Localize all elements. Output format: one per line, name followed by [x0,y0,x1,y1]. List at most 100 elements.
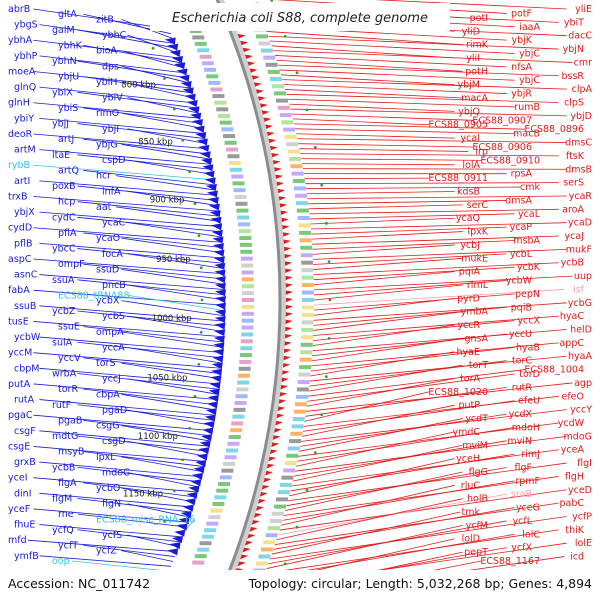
gene-connector [121,112,203,129]
tick-dot [313,451,317,455]
cog-category-block [239,236,252,241]
gene-label: flgM [52,494,72,505]
gene-label: mukE [461,253,488,264]
cog-category-block [238,222,251,227]
gene-label: lolE [575,538,592,549]
gene-label: ycfQ [52,525,74,536]
gene-connector [299,418,463,452]
gene-connector [127,128,207,145]
gene-connector [306,186,521,190]
gene-label: ybjC [519,75,540,86]
gene-label: hyaB [516,342,540,353]
cog-category-block [241,325,254,330]
reverse-strand-feature [204,177,216,185]
gene-label: ycfZ [96,546,117,557]
gene-label: efeO [561,391,584,402]
gene-connector [39,399,215,416]
tick-dot [328,298,332,302]
reverse-strand-feature [180,510,192,518]
gene-connector [127,378,218,395]
reverse-strand-feature [193,466,205,474]
gene-label: ftsK [566,151,585,162]
gene-connector [127,409,213,426]
gene-connector [121,144,210,160]
gene-connector [282,79,567,90]
gene-connector [309,208,559,215]
gene-connector [289,103,455,112]
gene-label: ycdT [465,414,488,425]
gene-label: serS [563,178,584,189]
gene-label: pqiA [459,267,481,278]
cog-category-block [226,147,239,152]
gene-connector [268,520,507,565]
gene-connector [121,393,216,411]
gene-connector [83,138,209,155]
gene-connector [313,266,515,281]
reverse-strand-feature [214,322,226,330]
reverse-strand-feature [184,498,196,506]
gene-label: ybjD [570,111,592,122]
cog-category-block [194,41,207,46]
backbone-outer-ring [217,0,286,600]
gene-connector [309,213,515,220]
gene-connector [39,367,219,385]
gene-connector [291,449,559,487]
gene-connector [83,451,204,467]
gene-label: pgaC [8,410,33,421]
gene-connector [274,502,559,545]
gene-connector [128,295,224,311]
gene-connector [301,158,482,161]
cog-category-block [228,160,241,165]
gene-connector [77,435,208,452]
gene-label: pgaD [102,405,127,416]
reverse-strand-feature [207,196,219,204]
gene-label: potF [511,8,532,19]
tick-dot [320,183,324,187]
gene-connector [283,84,507,94]
gene-connector [77,60,188,79]
gene-label: ycfM [466,520,488,531]
cog-category-block [219,120,232,125]
gene-label: yliE [575,4,592,15]
reverse-strand-feature [201,434,213,442]
cog-category-block [260,48,273,53]
gene-connector [313,315,559,336]
gene-label: ompF [58,259,85,270]
cog-category-block [241,304,254,309]
gene-connector [121,425,210,442]
gene-label: grxB [14,457,36,468]
cog-category-block [258,554,271,559]
gene-connector [289,458,455,497]
cog-category-block [290,164,303,169]
gene-label: hcr [96,171,111,182]
gene-label: uup [574,271,592,282]
cog-category-block [297,379,310,384]
gene-connector [313,311,463,331]
gene-label: hyaC [560,311,584,322]
gene-connector [310,351,455,377]
reverse-strand-feature [190,112,202,120]
cog-category-block [294,402,307,407]
cog-category-block [277,490,290,495]
gene-connector [39,430,209,447]
cog-category-block [299,365,312,370]
gene-connector [286,93,559,103]
gene-connector [280,484,455,526]
cog-category-block [301,305,314,310]
cog-category-block [219,475,232,480]
reverse-strand-feature [196,453,208,461]
cog-category-block [281,475,294,480]
tick-dot [172,489,176,493]
gene-label: rluC [461,480,481,491]
gene-label: isf [573,284,585,295]
cog-category-block [300,350,313,355]
gene-label: appC [559,338,584,349]
gene-label: mdoH [512,422,540,433]
gene-connector [33,8,169,30]
gene-label: yccM [8,348,32,359]
cog-category-block [292,417,305,422]
cog-category-block [276,497,289,502]
gene-label: oop [52,556,70,567]
gene-label: cmk [520,182,540,193]
reverse-strand-feature [196,138,208,146]
